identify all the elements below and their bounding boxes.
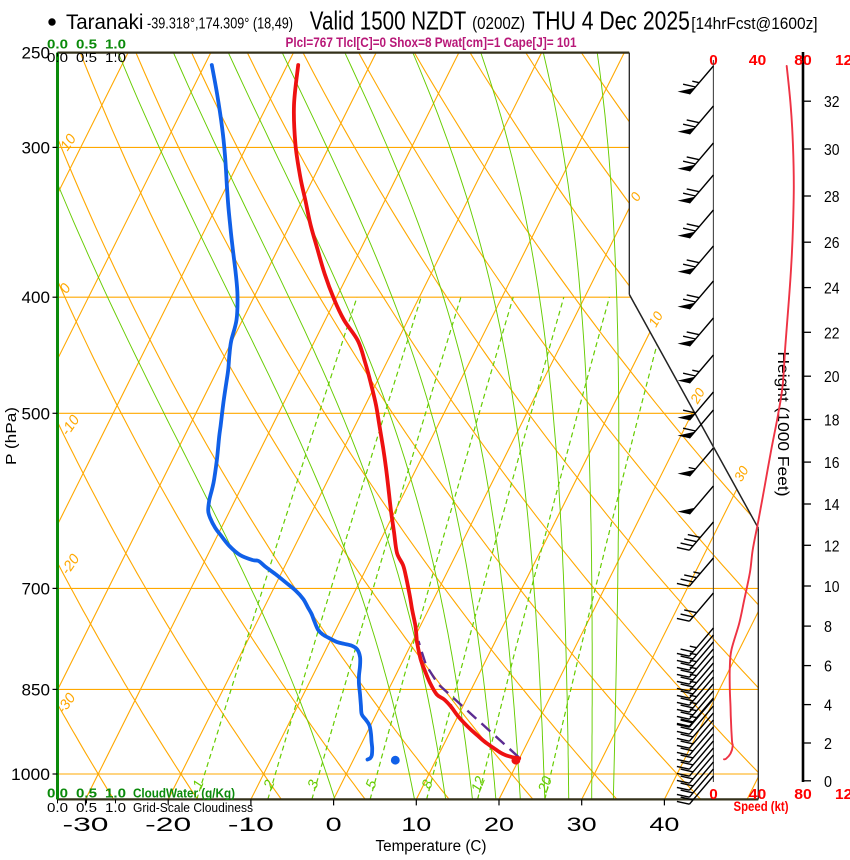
svg-text:12: 12 — [824, 538, 840, 555]
svg-text:80: 80 — [794, 786, 812, 803]
svg-text:40: 40 — [649, 815, 679, 836]
svg-text:Grid-Scale Cloudiness: Grid-Scale Cloudiness — [133, 801, 253, 815]
svg-text:0.0: 0.0 — [47, 38, 68, 52]
svg-text:1000: 1000 — [11, 765, 50, 784]
svg-text:14: 14 — [824, 497, 840, 514]
svg-text:0.0: 0.0 — [47, 787, 68, 801]
svg-text:40: 40 — [749, 786, 767, 803]
svg-text:20: 20 — [534, 774, 555, 796]
svg-text:CloudWater (g/Kg): CloudWater (g/Kg) — [133, 787, 235, 801]
svg-text:Height (1000 Feet): Height (1000 Feet) — [774, 352, 791, 497]
svg-text:250: 250 — [22, 44, 51, 63]
svg-text:0.0: 0.0 — [47, 51, 68, 65]
svg-text:28: 28 — [824, 189, 840, 206]
svg-text:20: 20 — [824, 369, 840, 386]
svg-text:12: 12 — [467, 774, 488, 795]
svg-text:0.5: 0.5 — [76, 801, 97, 815]
svg-text:30: 30 — [731, 463, 752, 484]
svg-text:0.5: 0.5 — [76, 51, 97, 65]
svg-text:Speed (kt): Speed (kt) — [734, 799, 789, 814]
svg-text:120: 120 — [835, 52, 850, 69]
svg-text:10: 10 — [58, 132, 80, 154]
svg-text:30: 30 — [567, 815, 597, 836]
svg-text:1.0: 1.0 — [105, 801, 126, 815]
svg-text:[14hrFcst@1600z]: [14hrFcst@1600z] — [691, 14, 817, 33]
svg-text:1.0: 1.0 — [105, 38, 126, 52]
svg-text:Temperature (C): Temperature (C) — [376, 838, 487, 855]
svg-text:1.0: 1.0 — [105, 51, 126, 65]
svg-text:-10: -10 — [228, 815, 274, 836]
svg-text:400: 400 — [22, 288, 51, 307]
svg-text:0.0: 0.0 — [47, 801, 68, 815]
svg-text:30: 30 — [824, 142, 840, 159]
svg-text:THU 4 Dec 2025: THU 4 Dec 2025 — [532, 6, 690, 36]
svg-text:8: 8 — [824, 619, 832, 636]
svg-text:0: 0 — [824, 774, 832, 791]
svg-text:700: 700 — [22, 579, 51, 598]
svg-text:18: 18 — [824, 413, 840, 430]
svg-text:Plcl=767 Tlcl[C]=0 Shox=8 Pwat: Plcl=767 Tlcl[C]=0 Shox=8 Pwat[cm]=1 Cap… — [286, 34, 577, 50]
svg-text:120: 120 — [835, 786, 850, 803]
svg-text:300: 300 — [22, 138, 51, 157]
svg-text:24: 24 — [824, 281, 840, 298]
svg-text:4: 4 — [824, 698, 832, 715]
svg-text:0.5: 0.5 — [76, 787, 97, 801]
svg-text:40: 40 — [749, 52, 767, 69]
svg-text:0: 0 — [709, 786, 718, 803]
svg-text:20: 20 — [687, 385, 708, 407]
svg-text:850: 850 — [22, 680, 51, 699]
svg-text:-20: -20 — [145, 815, 191, 836]
svg-text:10: 10 — [401, 815, 431, 836]
svg-text:32: 32 — [824, 94, 840, 111]
svg-text:20: 20 — [484, 815, 514, 836]
svg-text:Taranaki: Taranaki — [66, 11, 144, 34]
svg-text:0: 0 — [326, 815, 342, 836]
svg-text:6: 6 — [824, 659, 832, 676]
svg-text:26: 26 — [824, 235, 840, 252]
svg-text:10: 10 — [824, 579, 840, 596]
svg-text:2: 2 — [824, 736, 832, 753]
svg-text:10: 10 — [645, 309, 666, 330]
svg-text:-39.318°,174.309° (18,49): -39.318°,174.309° (18,49) — [147, 16, 293, 33]
svg-text:80: 80 — [794, 52, 812, 69]
svg-text:0.5: 0.5 — [76, 38, 97, 52]
svg-text:22: 22 — [824, 325, 840, 342]
svg-text:-30: -30 — [63, 815, 109, 836]
svg-text:1.0: 1.0 — [105, 787, 126, 801]
svg-text:P (hPa): P (hPa) — [4, 407, 20, 465]
svg-text:(0200Z): (0200Z) — [472, 13, 525, 33]
svg-text:16: 16 — [824, 455, 840, 472]
svg-text:Valid 1500 NZDT: Valid 1500 NZDT — [310, 6, 466, 36]
svg-text:500: 500 — [22, 404, 51, 423]
